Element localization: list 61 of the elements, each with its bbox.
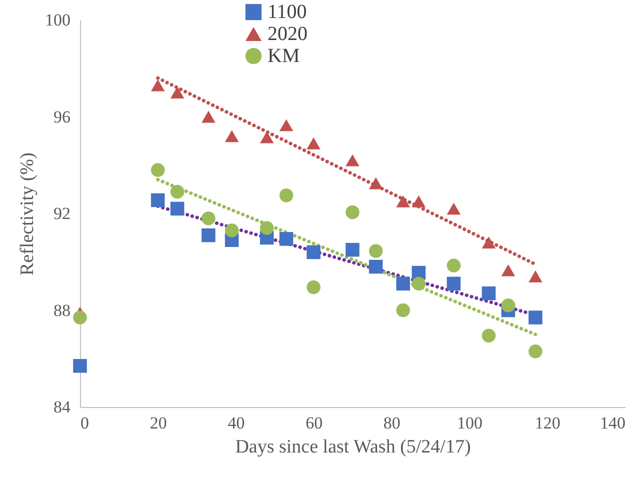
point — [396, 303, 410, 318]
point — [170, 86, 184, 99]
point — [202, 211, 216, 226]
point — [368, 177, 383, 190]
x-tick-label: 40 — [228, 414, 245, 432]
point — [260, 221, 274, 235]
point — [150, 163, 165, 177]
legend-label: 1100 — [268, 1, 307, 23]
point — [528, 310, 542, 324]
point — [279, 119, 294, 132]
x-axis-title: Days since last Wash (5/24/17) — [235, 436, 471, 458]
point — [202, 228, 216, 242]
point — [346, 154, 360, 166]
point — [224, 224, 239, 238]
y-tick-label: 88 — [54, 300, 70, 320]
point — [501, 298, 516, 312]
point — [73, 358, 87, 373]
point — [279, 188, 294, 202]
point — [482, 236, 496, 248]
point — [306, 245, 320, 260]
point — [501, 264, 516, 276]
y-tick-label: 84 — [54, 398, 71, 416]
x-tick-label: 60 — [306, 414, 323, 432]
x-tick-label: 20 — [150, 414, 167, 432]
point — [396, 276, 410, 291]
x-tick-label: 80 — [383, 414, 400, 432]
x-tick-label: 120 — [534, 414, 560, 432]
point — [412, 276, 426, 291]
point — [396, 195, 410, 208]
point — [368, 260, 383, 274]
x-tick-label: 100 — [457, 414, 483, 432]
y-tick-label: 100 — [45, 10, 70, 30]
point — [150, 79, 165, 92]
y-tick-label: 92 — [54, 204, 70, 223]
point — [170, 202, 184, 216]
point — [306, 280, 320, 294]
point — [482, 328, 496, 343]
point — [346, 242, 360, 257]
point — [446, 276, 461, 291]
point — [170, 184, 184, 199]
point — [260, 131, 274, 144]
y-tick-label: 96 — [54, 107, 70, 126]
point — [368, 244, 383, 258]
point — [528, 270, 542, 282]
point — [528, 344, 542, 358]
point — [306, 137, 320, 150]
legend-label: KM — [268, 45, 300, 67]
x-tick-label: 140 — [600, 414, 626, 432]
point — [412, 195, 426, 208]
point — [482, 286, 496, 300]
point — [446, 258, 461, 272]
point — [202, 110, 216, 123]
y-axis-title: Reflectivity (%) — [17, 152, 38, 276]
x-tick-label: 0 — [80, 414, 89, 432]
legend-label: 2020 — [268, 23, 308, 45]
point — [446, 202, 461, 215]
point — [73, 310, 87, 324]
point — [150, 193, 165, 208]
point — [224, 130, 239, 142]
point — [346, 205, 360, 220]
point — [279, 232, 294, 246]
